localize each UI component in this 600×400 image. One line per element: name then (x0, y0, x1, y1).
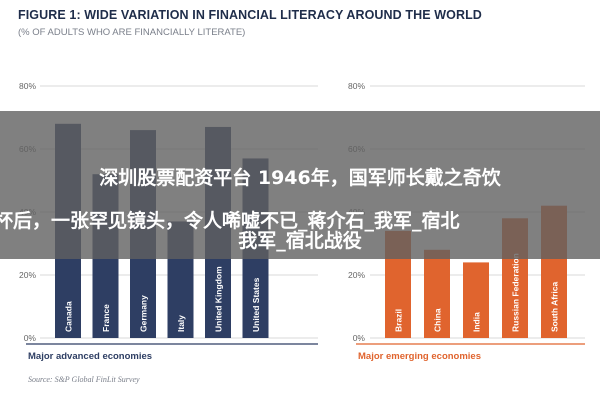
y-tick-label: 20% (19, 270, 36, 280)
bar-china (424, 249, 450, 338)
category-label-united-states: United States (251, 277, 261, 332)
bar-india (463, 262, 489, 338)
category-label-canada: Canada (64, 301, 74, 332)
overlay-caption-line-1: 深圳股票配资平台 1946年，国军师长戴之奇饮 (99, 167, 501, 189)
category-label-brazil: Brazil (394, 309, 404, 332)
overlay-caption-line-2: 杯后，一张罕见镜头，令人唏嘘不已_蒋介石_我军_宿北 (0, 210, 460, 232)
figure-subtitle: (% OF ADULTS WHO ARE FINANCIALLY LITERAT… (18, 27, 246, 38)
y-tick-label: 80% (348, 81, 365, 91)
category-label-india: India (472, 312, 482, 332)
overlay-caption-line-3: 我军_宿北战役 (238, 230, 362, 252)
caption-overlay (0, 111, 600, 259)
y-tick-label: 0% (24, 333, 37, 343)
category-label-france: France (101, 304, 111, 332)
y-tick-label: 0% (353, 333, 366, 343)
category-label-south-africa: South Africa (550, 282, 560, 332)
category-label-italy: Italy (176, 315, 186, 332)
category-label-russian-federation: Russian Federation (511, 253, 521, 332)
figure-title: FIGURE 1: WIDE VARIATION IN FINANCIAL LI… (18, 8, 482, 22)
y-tick-label: 80% (19, 81, 36, 91)
source-note: Source: S&P Global FinLit Survey (28, 375, 140, 384)
group-label-advanced: Major advanced economies (28, 351, 152, 362)
category-label-united-kingdom: United Kingdom (214, 266, 224, 332)
category-label-germany: Germany (139, 295, 149, 332)
y-tick-label: 20% (348, 270, 365, 280)
category-label-china: China (433, 308, 443, 332)
group-label-emerging: Major emerging economies (358, 351, 481, 362)
